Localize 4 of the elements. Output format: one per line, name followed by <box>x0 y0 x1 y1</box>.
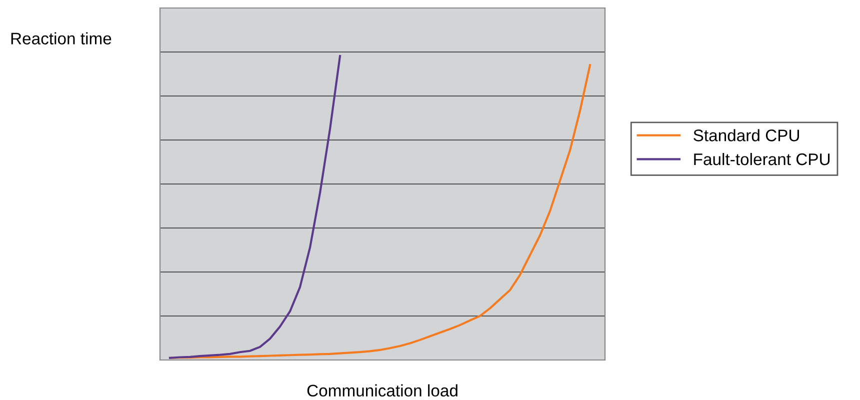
legend-label: Fault-tolerant CPU <box>694 152 830 166</box>
y-axis-title: Reaction time <box>11 32 112 44</box>
legend-label: Standard CPU <box>694 129 799 142</box>
x-axis-title: Communication load <box>307 384 458 397</box>
